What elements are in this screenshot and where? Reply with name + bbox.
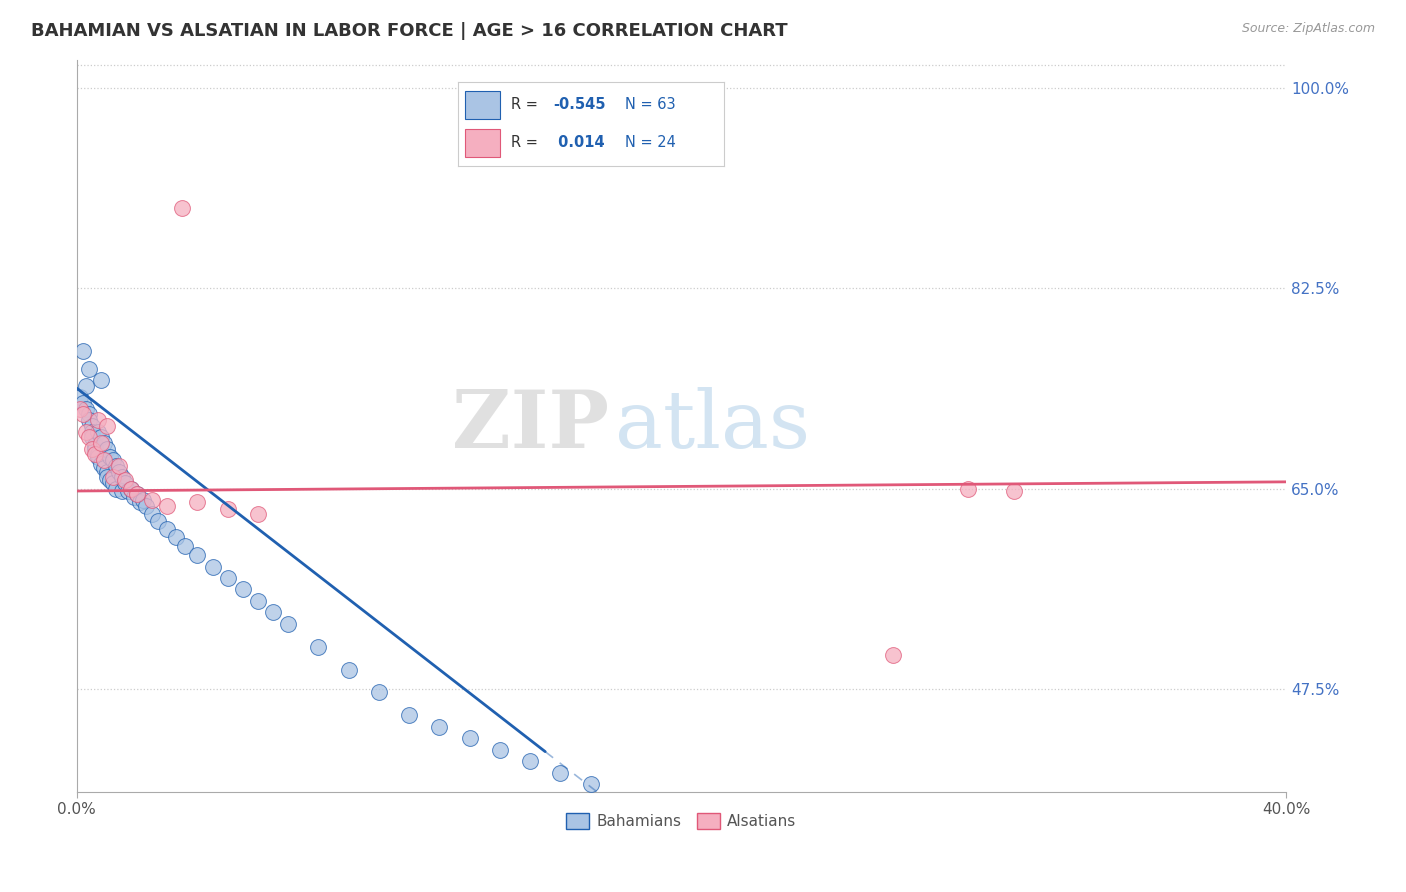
Text: Source: ZipAtlas.com: Source: ZipAtlas.com [1241, 22, 1375, 36]
Point [108, 458, 131, 473]
Point [111, 470, 134, 484]
Point [93, 461, 115, 475]
Point [957, 482, 980, 496]
Point [96, 470, 118, 484]
Point [186, 548, 208, 562]
Point [87, 450, 110, 464]
Text: ZIP: ZIP [451, 387, 609, 465]
Point [132, 493, 155, 508]
Point [80, 430, 103, 444]
Point [96, 465, 118, 479]
Point [108, 465, 131, 479]
Point [104, 482, 127, 496]
Point [550, 765, 572, 780]
Point [172, 202, 194, 216]
Point [98, 473, 121, 487]
Point [337, 663, 360, 677]
Point [93, 436, 115, 450]
Point [489, 742, 512, 756]
Point [77, 413, 100, 427]
Point [156, 522, 179, 536]
Point [93, 453, 115, 467]
Point [101, 470, 124, 484]
Point [579, 777, 602, 791]
Point [217, 571, 239, 585]
Point [246, 507, 269, 521]
Point [262, 605, 284, 619]
Point [87, 413, 110, 427]
Point [307, 640, 329, 654]
Point [165, 530, 187, 544]
Point [398, 708, 420, 723]
Point [83, 438, 105, 452]
Point [104, 458, 127, 473]
Point [117, 483, 139, 498]
Point [77, 361, 100, 376]
Point [80, 442, 103, 456]
Text: atlas: atlas [614, 387, 810, 465]
Point [87, 447, 110, 461]
Point [101, 475, 124, 490]
Legend: Bahamians, Alsatians: Bahamians, Alsatians [560, 807, 803, 836]
Point [156, 499, 179, 513]
Point [125, 487, 148, 501]
Point [90, 436, 112, 450]
Point [120, 482, 142, 496]
Point [75, 401, 97, 416]
Point [77, 430, 100, 444]
Point [458, 731, 481, 746]
Point [90, 373, 112, 387]
Point [120, 482, 142, 496]
Point [114, 473, 136, 487]
Text: BAHAMIAN VS ALSATIAN IN LABOR FORCE | AGE > 16 CORRELATION CHART: BAHAMIAN VS ALSATIAN IN LABOR FORCE | AG… [31, 22, 787, 40]
Point [69, 401, 91, 416]
Point [125, 487, 148, 501]
Point [72, 344, 94, 359]
Point [101, 453, 124, 467]
Point [83, 442, 105, 456]
Point [77, 408, 100, 422]
Point [429, 720, 451, 734]
Point [122, 490, 145, 504]
Point [80, 425, 103, 439]
Point [1002, 483, 1025, 498]
Point [80, 418, 103, 433]
Point [75, 378, 97, 392]
Point [72, 396, 94, 410]
Point [174, 539, 197, 553]
Point [98, 450, 121, 464]
Point [135, 499, 157, 513]
Point [148, 514, 170, 528]
Point [111, 483, 134, 498]
Point [141, 493, 163, 508]
Point [96, 418, 118, 433]
Point [201, 559, 224, 574]
Point [90, 457, 112, 471]
Point [141, 507, 163, 521]
Point [232, 582, 254, 597]
Point [186, 495, 208, 509]
Point [75, 425, 97, 439]
Point [72, 408, 94, 422]
Point [277, 616, 299, 631]
Point [87, 425, 110, 439]
Point [114, 475, 136, 490]
Point [519, 754, 541, 768]
Point [69, 390, 91, 404]
Point [367, 685, 389, 699]
Point [882, 648, 904, 662]
Point [90, 430, 112, 444]
Point [129, 495, 152, 509]
Point [83, 447, 105, 461]
Point [246, 594, 269, 608]
Point [96, 442, 118, 456]
Point [217, 502, 239, 516]
